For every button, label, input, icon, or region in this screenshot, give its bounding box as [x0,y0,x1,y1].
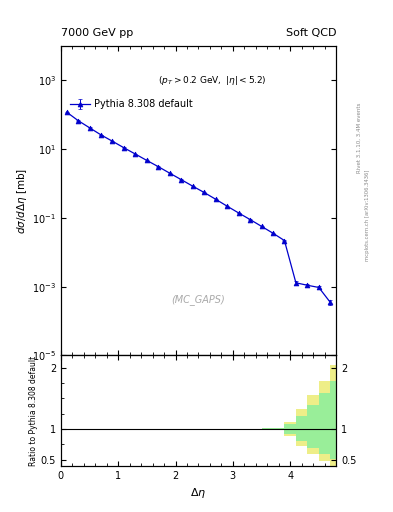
Y-axis label: Ratio to Pythia 8.308 default: Ratio to Pythia 8.308 default [29,355,38,466]
X-axis label: $\Delta\eta$: $\Delta\eta$ [190,486,207,500]
Text: Rivet 3.1.10, 3.4M events: Rivet 3.1.10, 3.4M events [357,103,362,174]
Text: $(p_T > 0.2\ \mathrm{GeV},\ |\eta| < 5.2)$: $(p_T > 0.2\ \mathrm{GeV},\ |\eta| < 5.2… [158,74,266,87]
Text: Soft QCD: Soft QCD [286,28,336,38]
Text: 7000 GeV pp: 7000 GeV pp [61,28,133,38]
Y-axis label: $d\sigma/d\Delta\eta$ [mb]: $d\sigma/d\Delta\eta$ [mb] [15,167,29,234]
Text: mcplots.cern.ch [arXiv:1306.3436]: mcplots.cern.ch [arXiv:1306.3436] [365,169,370,261]
Legend: Pythia 8.308 default: Pythia 8.308 default [68,97,195,111]
Text: (MC_GAPS): (MC_GAPS) [172,294,225,305]
